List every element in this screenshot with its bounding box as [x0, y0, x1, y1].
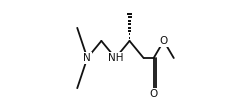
Text: N: N: [84, 53, 91, 63]
Text: NH: NH: [108, 53, 123, 63]
Text: O: O: [160, 36, 168, 46]
Text: O: O: [150, 89, 158, 99]
